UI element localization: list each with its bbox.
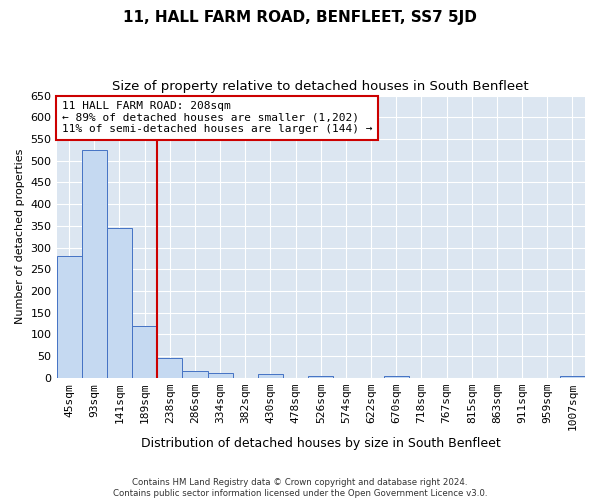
Text: Contains HM Land Registry data © Crown copyright and database right 2024.
Contai: Contains HM Land Registry data © Crown c… xyxy=(113,478,487,498)
Bar xyxy=(308,376,334,378)
Bar xyxy=(383,376,409,378)
Bar xyxy=(157,358,182,378)
Text: 11, HALL FARM ROAD, BENFLEET, SS7 5JD: 11, HALL FARM ROAD, BENFLEET, SS7 5JD xyxy=(123,10,477,25)
Bar xyxy=(107,228,132,378)
Bar xyxy=(258,374,283,378)
Bar xyxy=(208,373,233,378)
Bar xyxy=(56,256,82,378)
Bar xyxy=(132,326,157,378)
Y-axis label: Number of detached properties: Number of detached properties xyxy=(15,149,25,324)
Text: 11 HALL FARM ROAD: 208sqm
← 89% of detached houses are smaller (1,202)
11% of se: 11 HALL FARM ROAD: 208sqm ← 89% of detac… xyxy=(62,101,373,134)
X-axis label: Distribution of detached houses by size in South Benfleet: Distribution of detached houses by size … xyxy=(141,437,500,450)
Title: Size of property relative to detached houses in South Benfleet: Size of property relative to detached ho… xyxy=(112,80,529,93)
Bar xyxy=(82,150,107,378)
Bar xyxy=(182,371,208,378)
Bar xyxy=(560,376,585,378)
